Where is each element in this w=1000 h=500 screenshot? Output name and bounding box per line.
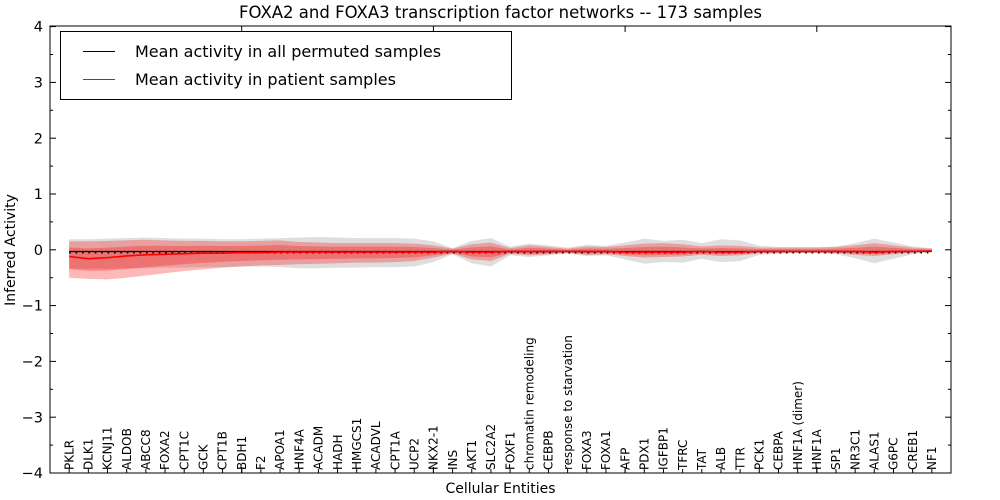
x-entity-label: TAT bbox=[695, 448, 709, 471]
x-entity-label: CPT1C bbox=[177, 431, 191, 470]
y-tick-label: 3 bbox=[34, 75, 43, 91]
x-entity-label: NR3C1 bbox=[848, 429, 862, 470]
x-entity-label: HNF1A (dimer) bbox=[791, 381, 805, 470]
x-entity-label: FOXF1 bbox=[503, 432, 517, 470]
x-entity-label: HNF1A bbox=[810, 428, 824, 470]
x-entity-label: GCK bbox=[197, 443, 211, 470]
x-entity-label: AKT1 bbox=[465, 440, 479, 470]
x-entity-label: chromatin remodeling bbox=[522, 337, 536, 470]
y-axis-label: Inferred Activity bbox=[3, 194, 19, 306]
y-tick-label: 4 bbox=[34, 20, 43, 36]
chart-title: FOXA2 and FOXA3 transcription factor net… bbox=[239, 3, 762, 22]
x-entity-label: KCNJ11 bbox=[101, 427, 115, 470]
x-entity-label: IGFBP1 bbox=[657, 427, 671, 470]
x-entity-label: DLK1 bbox=[82, 439, 96, 470]
x-entity-label: PCK1 bbox=[752, 439, 766, 470]
x-entity-label: CPT1A bbox=[388, 430, 402, 470]
x-entity-label: UCP2 bbox=[407, 438, 421, 470]
patient-mean-line bbox=[69, 250, 932, 260]
x-entity-label: SP1 bbox=[829, 448, 843, 471]
x-entity-label: INS bbox=[446, 450, 460, 470]
x-entity-label: CEBPB bbox=[542, 430, 556, 470]
x-entity-label: ALAS1 bbox=[868, 431, 882, 470]
x-entity-label: NF1 bbox=[925, 446, 939, 470]
x-entity-label: FOXA3 bbox=[580, 430, 594, 470]
x-entity-label: HNF4A bbox=[292, 428, 306, 470]
x-entity-label: AFP bbox=[618, 448, 632, 470]
y-tick-label: −3 bbox=[22, 410, 43, 426]
x-entity-label: ALDOB bbox=[120, 428, 134, 470]
y-tick-label: 0 bbox=[34, 243, 43, 259]
x-entity-label: response to starvation bbox=[561, 335, 575, 470]
x-entity-label: APOA1 bbox=[273, 429, 287, 470]
x-entity-label: TFRC bbox=[676, 440, 690, 471]
x-entity-label: G6PC bbox=[887, 437, 901, 470]
y-tick-label: −2 bbox=[22, 354, 43, 370]
x-entity-label: CREB1 bbox=[906, 430, 920, 470]
y-tick-label: −4 bbox=[22, 466, 43, 482]
y-tick-label: 2 bbox=[34, 131, 43, 147]
x-entity-label: CEBPA bbox=[772, 430, 786, 470]
x-entity-label: CPT1B bbox=[216, 431, 230, 470]
x-entity-label: BDH1 bbox=[235, 436, 249, 470]
x-axis-label: Cellular Entities bbox=[445, 481, 556, 497]
y-tick-label: −1 bbox=[22, 299, 43, 315]
x-entity-label: TTR bbox=[733, 447, 747, 471]
legend-box: Mean activity in all permuted samples Me… bbox=[60, 31, 512, 100]
x-entity-label: PKLR bbox=[62, 440, 76, 470]
x-entity-label: F2 bbox=[254, 455, 268, 470]
legend-label-permuted: Mean activity in all permuted samples bbox=[135, 41, 442, 61]
x-entity-label: ABCC8 bbox=[139, 429, 153, 470]
legend-entry-permuted: Mean activity in all permuted samples bbox=[61, 42, 511, 61]
x-entity-label: NKX2-1 bbox=[427, 425, 441, 470]
x-entity-label: ACADVL bbox=[369, 421, 383, 470]
x-entity-label: FOXA2 bbox=[158, 430, 172, 470]
legend-line-sample-red bbox=[83, 79, 115, 81]
x-entity-label: FOXA1 bbox=[599, 430, 613, 470]
x-entity-label: ACADM bbox=[312, 426, 326, 470]
legend-line-sample-black bbox=[83, 50, 115, 52]
patient-std-band bbox=[69, 239, 932, 280]
x-entity-label: PDX1 bbox=[637, 438, 651, 470]
x-entity-label: ALB bbox=[714, 447, 728, 470]
permuted-std-band bbox=[69, 236, 932, 269]
x-entity-label: SLC2A2 bbox=[484, 424, 498, 470]
legend-label-patient: Mean activity in patient samples bbox=[135, 70, 396, 90]
x-entity-label: HADH bbox=[331, 435, 345, 471]
x-entity-label: HMGCS1 bbox=[350, 418, 364, 470]
legend-entry-patient: Mean activity in patient samples bbox=[61, 70, 511, 89]
y-tick-label: 1 bbox=[34, 187, 43, 203]
